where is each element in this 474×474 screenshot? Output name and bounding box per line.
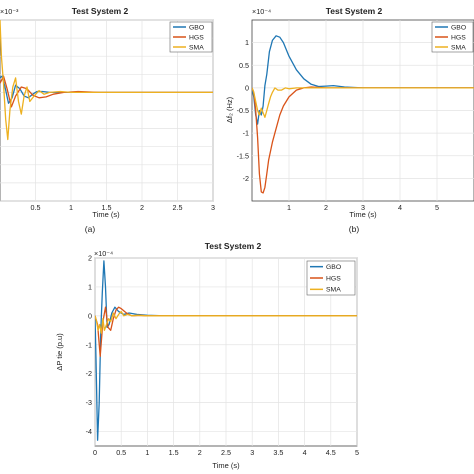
x-tick-label: 3 [250,448,254,457]
panel-b-legend: GBO HGS SMA [431,21,474,53]
legend-label-sma: SMA [326,287,341,294]
panel-a: Test System 2 ×10⁻³ 0.5 1 1.5 2 2.5 3 Time (s… [0,6,215,234]
y-tick-label: -1 [86,340,92,349]
x-tick-label: 2.5 [221,448,231,457]
x-tick-label: 2 [198,448,202,457]
panel-a-legend: GBO HGS SMA [169,21,213,53]
y-tick-label: -4 [86,427,92,436]
x-tick-label: 1.5 [169,448,179,457]
legend-label-sma: SMA [451,44,466,51]
x-tick-label: 0.5 [31,203,41,212]
panel-c-title: Test System 2 [205,241,262,251]
legend-label-gbo: GBO [189,24,204,31]
series-line-sma [252,87,474,118]
panel-b-y-ticks: 1 0.5 0 -0.5 -1 -1.5 -2 [237,38,249,183]
x-tick-label: 3 [361,203,365,212]
x-tick-label: 3.5 [273,448,283,457]
panel-a-series [0,20,213,141]
panel-a-label: (a) [85,224,96,234]
y-tick-label: 0.5 [239,61,249,70]
x-tick-label: 1.5 [102,203,112,212]
x-tick-label: 2.5 [173,203,183,212]
legend-label-hgs: HGS [326,275,341,282]
legend-label-hgs: HGS [451,34,466,41]
x-tick-label: 4 [303,448,307,457]
y-tick-label: 0 [88,311,92,320]
x-tick-label: 4 [398,203,402,212]
legend-label-hgs: HGS [189,34,204,41]
legend-label-gbo: GBO [451,24,466,31]
y-tick-label: -1.5 [237,151,249,160]
x-tick-label: 1 [287,203,291,212]
y-tick-label: -2 [243,174,249,183]
x-tick-label: 0.5 [116,448,126,457]
panel-c-x-ticks: 0 0.5 1 1.5 2 2.5 3 3.5 4 4.5 5 [93,448,359,457]
panel-b: Test System 2 ×10⁻⁴ 1 2 3 4 5 1 0.5 0 -0.5 -1 -1.… [225,6,474,234]
x-tick-label: 2 [324,203,328,212]
panel-c-y-ticks: 2 1 0 -1 -2 -3 -4 [86,254,92,437]
y-tick-label: 0 [245,83,249,92]
x-tick-label: 4.5 [326,448,336,457]
panel-c-ylabel: ΔP tie (p.u) [55,333,64,371]
panel-c-legend: GBO HGS SMA [306,260,356,296]
panel-c-exponent: ×10⁻⁴ [94,249,113,258]
y-tick-label: 1 [88,282,92,291]
panel-c: Test System 2 ×10⁻⁴ 0 0.5 1 1.5 2 2.5 3 3.5 4 4.5… [55,241,359,470]
x-tick-label: 3 [211,203,215,212]
y-tick-label: -2 [86,369,92,378]
legend-label-sma: SMA [189,44,204,51]
y-tick-label: -3 [86,398,92,407]
x-tick-label: 5 [435,203,439,212]
panel-a-title: Test System 2 [72,6,129,16]
panel-c-xlabel: Time (s) [212,461,240,470]
panel-b-x-ticks: 1 2 3 4 5 [287,203,439,212]
y-tick-label: -0.5 [237,106,249,115]
panel-a-x-ticks: 0.5 1 1.5 2 2.5 3 [31,203,216,212]
x-tick-label: 0 [93,448,97,457]
y-tick-label: 1 [245,38,249,47]
series-line-sma [0,20,213,141]
y-tick-label: -1 [243,129,249,138]
panel-b-series [252,35,474,194]
panel-b-exponent: ×10⁻⁴ [252,7,271,16]
panel-b-label: (b) [349,224,360,234]
legend-label-gbo: GBO [326,264,341,271]
x-tick-label: 2 [140,203,144,212]
panel-b-ylabel: Δf₂ (Hz) [225,96,234,123]
panel-b-title: Test System 2 [326,6,383,16]
series-line-sma [95,310,357,334]
panel-a-xlabel: Time (s) [92,210,120,219]
x-tick-label: 1 [145,448,149,457]
panel-a-exponent: ×10⁻³ [0,7,19,16]
x-tick-label: 1 [69,203,73,212]
panel-b-grid [252,20,474,201]
panel-b-xlabel: Time (s) [349,210,377,219]
x-tick-label: 5 [355,448,359,457]
panel-c-series [95,260,357,441]
y-tick-label: 2 [88,254,92,263]
